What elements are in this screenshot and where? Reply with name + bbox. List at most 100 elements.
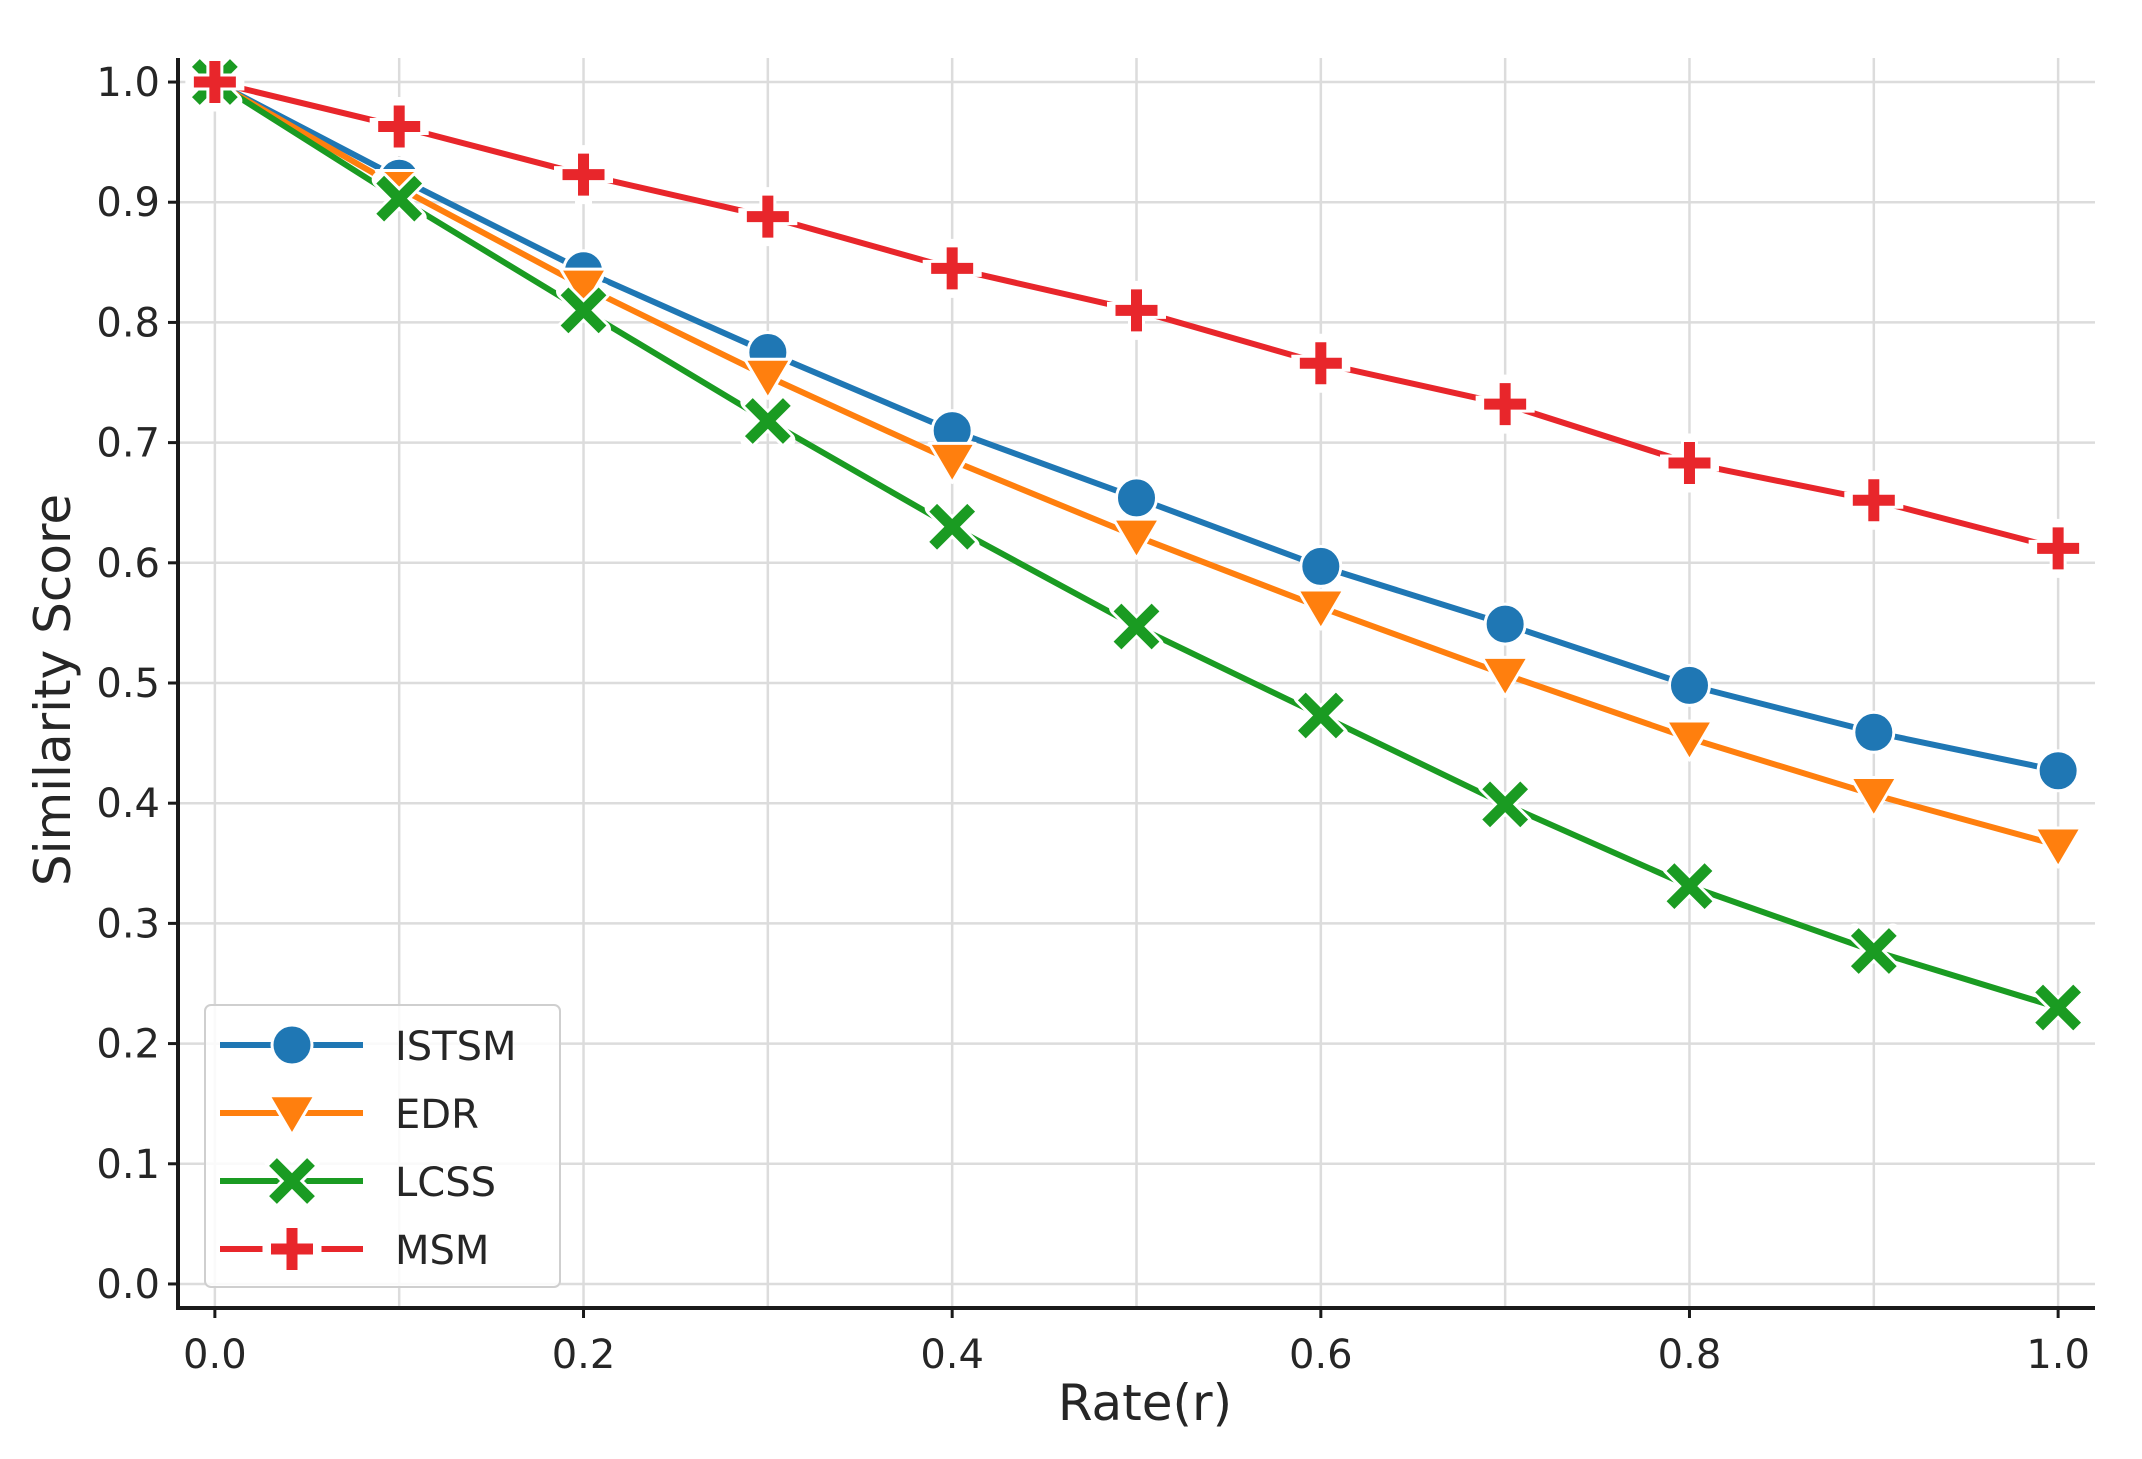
marker-shape <box>267 1094 317 1137</box>
x-tick-label: 0.2 <box>552 1332 616 1378</box>
marker-shape <box>1297 692 1344 739</box>
data-point-istsm <box>1299 544 1343 588</box>
series-lcss <box>187 54 2086 1036</box>
data-point-lcss <box>1109 599 1164 655</box>
data-point-msm <box>1291 333 1351 393</box>
y-tick-label: 0.4 <box>96 781 160 827</box>
marker-shape <box>2035 984 2082 1031</box>
data-point-edr <box>2033 826 2083 869</box>
marker-shape <box>1667 663 1711 707</box>
legend-item-edr: EDR <box>220 1092 479 1138</box>
legend-label-lcss: LCSS <box>395 1160 496 1206</box>
marker-shape <box>1668 442 1711 485</box>
legend-marker <box>262 1219 322 1279</box>
data-point-lcss <box>924 499 980 555</box>
marker-shape <box>376 175 423 222</box>
x-axis-title: Rate(r) <box>1058 1374 1232 1432</box>
data-point-edr <box>1296 588 1346 631</box>
marker-shape <box>1299 342 1342 385</box>
y-tick-label: 0.6 <box>96 541 160 587</box>
marker-shape <box>1296 588 1346 631</box>
marker-shape <box>1115 476 1158 520</box>
y-tick-label: 0.3 <box>96 901 160 947</box>
marker-shape <box>1113 603 1160 650</box>
marker-shape <box>1480 655 1530 698</box>
data-point-edr <box>1849 776 1899 819</box>
series-msm <box>185 52 2088 578</box>
y-tick-label: 0.1 <box>96 1142 160 1188</box>
y-tick-label: 0.7 <box>96 421 160 467</box>
legend-box <box>204 1004 561 1288</box>
y-tick-label: 0.0 <box>96 1262 160 1308</box>
legend-label-istsm: ISTSM <box>395 1024 517 1070</box>
legend-marker <box>267 1094 317 1137</box>
data-point-edr <box>1480 655 1530 698</box>
marker-shape <box>270 1023 314 1067</box>
tick-labels: 0.0 0.2 0.4 0.6 0.8 1.0 0.0 0.1 0.2 0.3 0.4 0.5 0.6 0… <box>96 60 2090 1378</box>
marker-shape <box>562 153 605 196</box>
y-tick-label: 1.0 <box>96 60 160 106</box>
data-point-msm <box>369 97 429 157</box>
marker-shape <box>1850 928 1897 974</box>
data-point-lcss <box>556 282 612 338</box>
marker-shape <box>931 247 974 290</box>
marker-shape <box>1112 517 1161 560</box>
y-tick-label: 0.5 <box>96 661 160 707</box>
marker-shape <box>927 441 977 484</box>
marker-shape <box>1852 710 1896 754</box>
legend: ISTSM EDR LCSS MSM <box>204 1004 561 1288</box>
marker-shape <box>1849 776 1899 819</box>
series-edr <box>190 63 2083 869</box>
data-point-istsm <box>2036 749 2080 793</box>
data-point-msm <box>554 145 614 205</box>
marker-shape <box>746 195 789 238</box>
data-point-lcss <box>1661 858 1717 914</box>
marker-shape <box>378 105 421 148</box>
data-point-msm <box>2028 518 2088 578</box>
data-point-lcss <box>1846 923 1902 979</box>
legend-item-istsm: ISTSM <box>220 1023 517 1070</box>
marker-shape <box>743 357 793 400</box>
data-point-edr <box>743 357 793 400</box>
marker-shape <box>1484 383 1527 426</box>
data-series <box>185 52 2088 1036</box>
legend-label-edr: EDR <box>395 1092 479 1138</box>
y-axis-title: Similarity Score <box>24 494 82 886</box>
legend-marker <box>264 1153 320 1209</box>
marker-shape <box>1666 863 1713 910</box>
marker-shape <box>1664 719 1714 762</box>
marker-shape <box>560 287 607 334</box>
data-point-lcss <box>1293 687 1349 743</box>
y-tick-label: 0.2 <box>96 1022 160 1068</box>
data-point-edr <box>1664 719 1714 762</box>
data-point-edr <box>1112 517 1161 560</box>
data-point-msm <box>922 238 982 298</box>
marker-shape <box>2037 527 2080 570</box>
data-point-istsm <box>1852 710 1896 754</box>
marker-shape <box>269 1158 315 1204</box>
data-point-istsm <box>1483 602 1527 646</box>
data-point-msm <box>1844 470 1904 530</box>
x-tick-label: 0.8 <box>1658 1332 1722 1378</box>
data-point-msm <box>1107 280 1166 340</box>
x-tick-label: 0.6 <box>1289 1332 1353 1378</box>
y-tick-label: 0.8 <box>96 300 160 346</box>
x-tick-label: 0.0 <box>183 1332 247 1378</box>
marker-shape <box>744 398 791 444</box>
legend-item-msm: MSM <box>220 1219 489 1279</box>
marker-shape <box>271 1228 313 1270</box>
marker-shape <box>1483 602 1527 646</box>
legend-marker <box>270 1023 314 1067</box>
data-point-msm <box>1659 433 1719 493</box>
x-tick-label: 1.0 <box>2026 1332 2090 1378</box>
data-point-msm <box>1475 374 1535 434</box>
marker-shape <box>929 503 976 550</box>
data-point-lcss <box>740 393 796 449</box>
legend-label-msm: MSM <box>395 1228 489 1274</box>
marker-shape <box>2036 749 2080 793</box>
marker-shape <box>193 61 236 104</box>
data-point-lcss <box>371 171 427 227</box>
marker-shape <box>1299 544 1343 588</box>
legend-item-lcss: LCSS <box>220 1153 496 1209</box>
